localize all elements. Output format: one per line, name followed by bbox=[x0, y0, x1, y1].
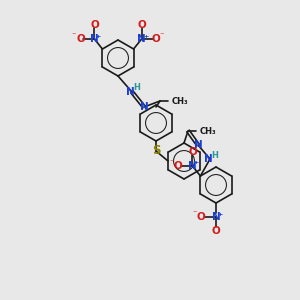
Text: ⁻: ⁻ bbox=[169, 158, 174, 166]
Text: ⁻: ⁻ bbox=[159, 31, 164, 40]
Text: CH₃: CH₃ bbox=[200, 127, 217, 136]
Text: O: O bbox=[137, 20, 146, 30]
Text: O: O bbox=[151, 34, 160, 44]
Text: S: S bbox=[152, 145, 160, 158]
Text: N: N bbox=[126, 87, 134, 97]
Text: O: O bbox=[173, 161, 182, 171]
Text: N: N bbox=[188, 161, 197, 171]
Text: O: O bbox=[188, 147, 197, 157]
Text: H: H bbox=[134, 83, 140, 92]
Text: O: O bbox=[196, 212, 206, 222]
Text: CH₃: CH₃ bbox=[172, 97, 189, 106]
Text: N: N bbox=[137, 34, 146, 44]
Text: ⁻: ⁻ bbox=[193, 208, 197, 217]
Text: N: N bbox=[212, 212, 220, 222]
Text: N: N bbox=[90, 34, 99, 44]
Text: O: O bbox=[90, 20, 99, 30]
Text: +: + bbox=[218, 212, 223, 217]
Text: N: N bbox=[204, 154, 212, 164]
Text: H: H bbox=[212, 151, 218, 160]
Text: +: + bbox=[143, 34, 148, 38]
Text: O: O bbox=[76, 34, 85, 44]
Text: N: N bbox=[194, 140, 202, 150]
Text: ⁻: ⁻ bbox=[71, 31, 76, 40]
Text: O: O bbox=[212, 226, 220, 236]
Text: +: + bbox=[194, 160, 199, 166]
Text: N: N bbox=[140, 102, 148, 112]
Text: +: + bbox=[96, 34, 101, 38]
